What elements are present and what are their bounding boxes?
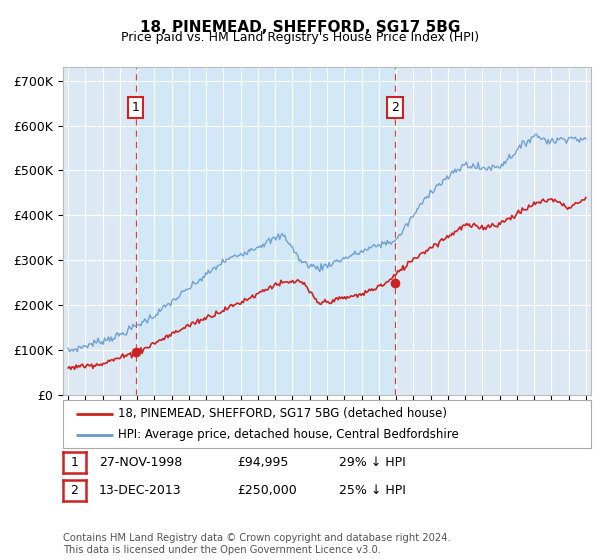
Text: 13-DEC-2013: 13-DEC-2013 <box>99 484 182 497</box>
Text: Price paid vs. HM Land Registry's House Price Index (HPI): Price paid vs. HM Land Registry's House … <box>121 31 479 44</box>
Text: 18, PINEMEAD, SHEFFORD, SG17 5BG: 18, PINEMEAD, SHEFFORD, SG17 5BG <box>140 20 460 35</box>
Text: £250,000: £250,000 <box>237 484 297 497</box>
Text: 27-NOV-1998: 27-NOV-1998 <box>99 456 182 469</box>
Text: £94,995: £94,995 <box>237 456 289 469</box>
Text: 29% ↓ HPI: 29% ↓ HPI <box>339 456 406 469</box>
Text: 18, PINEMEAD, SHEFFORD, SG17 5BG (detached house): 18, PINEMEAD, SHEFFORD, SG17 5BG (detach… <box>118 407 448 420</box>
Text: 25% ↓ HPI: 25% ↓ HPI <box>339 484 406 497</box>
Bar <box>136 67 395 395</box>
Text: Contains HM Land Registry data © Crown copyright and database right 2024.
This d: Contains HM Land Registry data © Crown c… <box>63 533 451 555</box>
Text: 2: 2 <box>70 484 79 497</box>
Text: HPI: Average price, detached house, Central Bedfordshire: HPI: Average price, detached house, Cent… <box>118 428 459 441</box>
Text: 1: 1 <box>132 101 140 114</box>
Text: 2: 2 <box>391 101 399 114</box>
Text: 1: 1 <box>70 456 79 469</box>
